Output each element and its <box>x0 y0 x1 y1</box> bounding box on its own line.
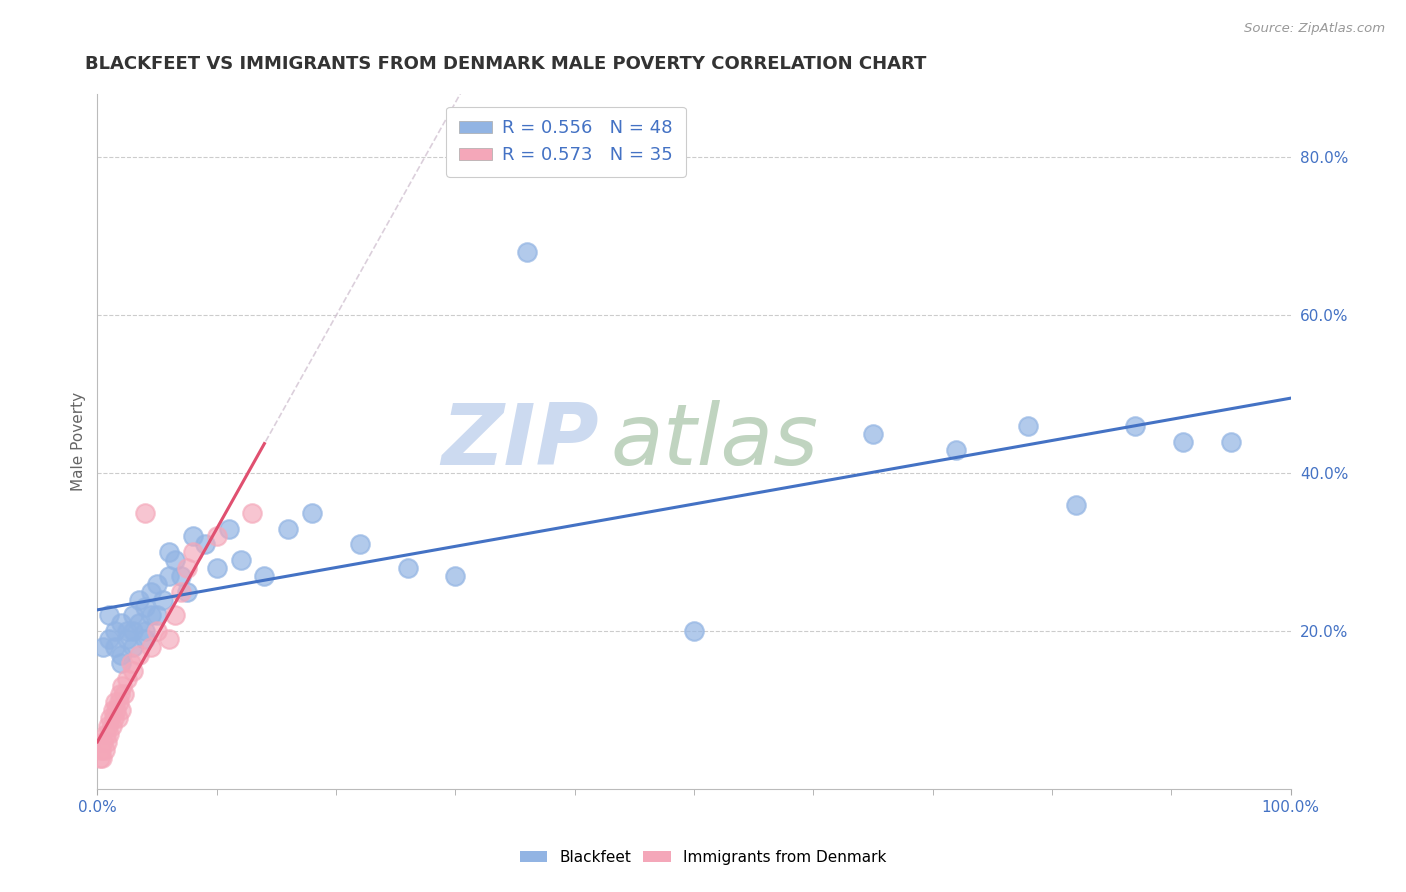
Point <box>157 545 180 559</box>
Point <box>1219 434 1241 449</box>
Text: Source: ZipAtlas.com: Source: ZipAtlas.com <box>1244 22 1385 36</box>
Legend: R = 0.556   N = 48, R = 0.573   N = 35: R = 0.556 N = 48, R = 0.573 N = 35 <box>447 107 686 177</box>
Point <box>176 584 198 599</box>
Point <box>396 561 419 575</box>
Point <box>98 727 121 741</box>
Point <box>181 545 204 559</box>
Point <box>110 703 132 717</box>
Point <box>98 632 121 646</box>
Point <box>122 624 145 639</box>
Point <box>1173 434 1195 449</box>
Point <box>122 608 145 623</box>
Y-axis label: Male Poverty: Male Poverty <box>72 392 86 491</box>
Point <box>277 522 299 536</box>
Point <box>98 608 121 623</box>
Point <box>115 632 138 646</box>
Point <box>91 640 114 654</box>
Legend: Blackfeet, Immigrants from Denmark: Blackfeet, Immigrants from Denmark <box>513 844 893 871</box>
Point <box>1017 418 1039 433</box>
Point <box>105 703 128 717</box>
Point <box>163 553 186 567</box>
Point <box>91 735 114 749</box>
Point <box>94 727 117 741</box>
Point <box>683 624 706 639</box>
Point <box>100 719 122 733</box>
Point <box>134 506 156 520</box>
Point <box>862 426 884 441</box>
Point <box>205 529 228 543</box>
Point <box>194 537 217 551</box>
Point <box>97 719 120 733</box>
Point <box>100 711 122 725</box>
Point <box>108 695 131 709</box>
Point <box>229 553 252 567</box>
Point <box>146 608 169 623</box>
Point <box>115 672 138 686</box>
Point <box>111 680 134 694</box>
Point <box>139 640 162 654</box>
Point <box>170 569 193 583</box>
Point <box>139 608 162 623</box>
Point <box>108 687 131 701</box>
Point <box>104 695 127 709</box>
Point <box>103 711 125 725</box>
Point <box>139 584 162 599</box>
Point <box>157 632 180 646</box>
Text: atlas: atlas <box>610 401 818 483</box>
Point <box>128 616 150 631</box>
Point <box>91 750 114 764</box>
Point <box>152 592 174 607</box>
Point <box>122 640 145 654</box>
Point <box>301 506 323 520</box>
Point <box>90 742 112 756</box>
Point <box>104 624 127 639</box>
Point <box>93 742 115 756</box>
Text: ZIP: ZIP <box>441 401 599 483</box>
Point <box>89 750 111 764</box>
Point <box>516 245 538 260</box>
Point <box>128 592 150 607</box>
Point <box>157 569 180 583</box>
Point <box>146 576 169 591</box>
Point <box>134 624 156 639</box>
Point <box>945 442 967 457</box>
Point <box>1064 498 1087 512</box>
Point <box>163 608 186 623</box>
Point <box>128 648 150 662</box>
Point <box>146 624 169 639</box>
Point <box>1125 418 1147 433</box>
Point <box>110 648 132 662</box>
Point <box>104 640 127 654</box>
Point <box>110 616 132 631</box>
Point <box>170 584 193 599</box>
Point <box>110 656 132 670</box>
Text: BLACKFEET VS IMMIGRANTS FROM DENMARK MALE POVERTY CORRELATION CHART: BLACKFEET VS IMMIGRANTS FROM DENMARK MAL… <box>86 55 927 73</box>
Point <box>242 506 264 520</box>
Point <box>96 735 118 749</box>
Point <box>205 561 228 575</box>
Point <box>107 711 129 725</box>
Point <box>176 561 198 575</box>
Point <box>134 632 156 646</box>
Point <box>122 664 145 678</box>
Point <box>181 529 204 543</box>
Point <box>101 703 124 717</box>
Point <box>112 687 135 701</box>
Point <box>115 624 138 639</box>
Point <box>120 656 142 670</box>
Point <box>444 569 467 583</box>
Point <box>253 569 276 583</box>
Point <box>134 600 156 615</box>
Point <box>349 537 371 551</box>
Point <box>218 522 240 536</box>
